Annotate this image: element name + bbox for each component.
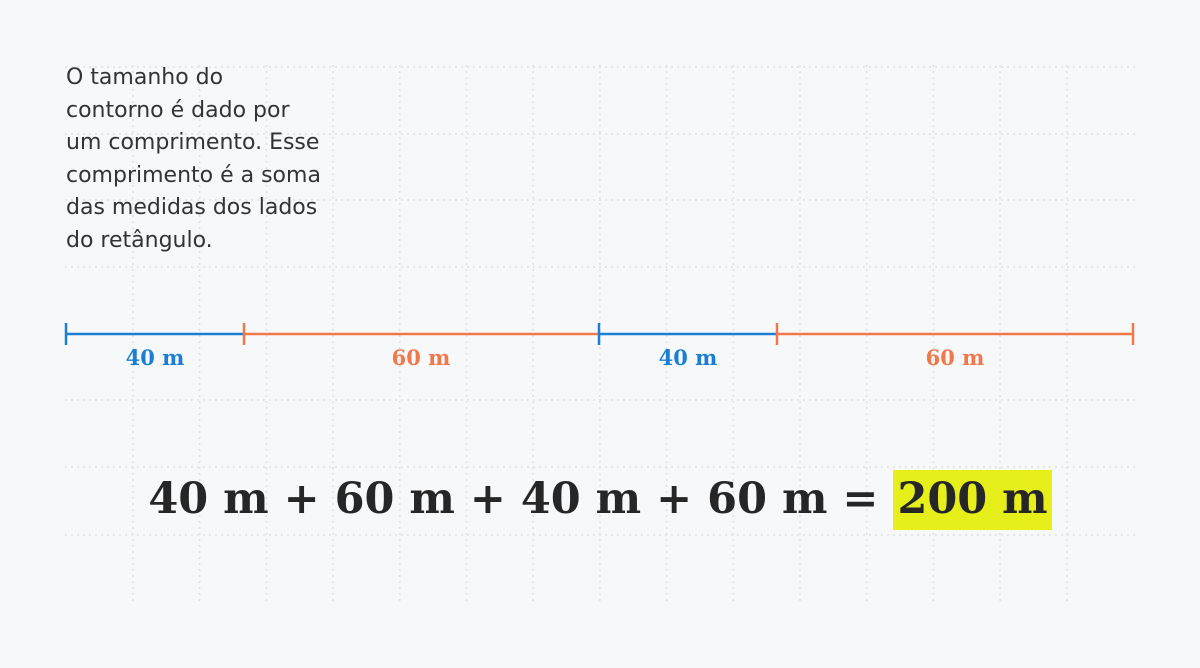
expression: 40 m + 60 m + 40 m + 60 m = [148,474,879,524]
grid [65,65,1135,602]
segment-label: 40 m [659,345,718,370]
text-line: do retângulo. [66,227,213,253]
segment-label: 60 m [392,345,451,370]
text-line: comprimento é a soma [66,162,321,188]
description: O tamanho do contorno é dado por um comp… [66,62,321,258]
text-line: contorno é dado por [66,97,290,123]
segment-label: 40 m [126,345,185,370]
text-line: O tamanho do [66,65,224,90]
result: 200 m [893,470,1052,530]
segment-label: 60 m [926,345,985,370]
text-line: das medidas dos lados [66,195,318,221]
equation: 40 m + 60 m + 40 m + 60 m = 200 m [0,470,1200,530]
text-line: um comprimento. Esse [66,130,320,156]
segments [64,323,1135,345]
